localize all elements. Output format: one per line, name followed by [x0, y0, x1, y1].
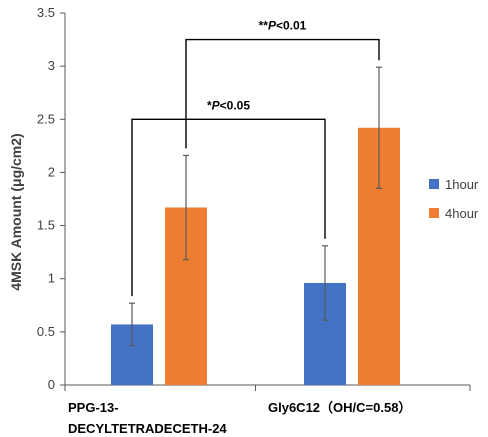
legend-swatch-4hour	[429, 208, 439, 218]
y-tick-label: 0.5	[37, 324, 55, 339]
legend-label: 4hour	[445, 206, 479, 221]
y-tick-label: 1.5	[37, 218, 55, 233]
y-tick-label: 2.5	[37, 111, 55, 126]
category-label: PPG-13-DECYLTETRADECETH-24	[68, 400, 227, 436]
legend: 1hour 4hour	[429, 177, 479, 221]
significance-brackets: *P<0.05 **P<0.01	[131, 19, 380, 297]
category-label: Gly6C12（OH/C=0.58）	[268, 400, 411, 415]
significance-bracket	[185, 38, 380, 149]
bars	[111, 127, 400, 385]
significance-label: *P<0.05	[207, 98, 250, 112]
legend-label: 1hour	[445, 177, 479, 192]
y-tick-label: 3.5	[37, 5, 55, 20]
significance-bracket	[131, 118, 326, 297]
error-bars	[129, 66, 382, 347]
x-axis-categories: PPG-13-DECYLTETRADECETH-24 Gly6C12（OH/C=0…	[68, 400, 411, 436]
legend-swatch-1hour	[429, 179, 439, 189]
y-tick-label: 0	[48, 377, 55, 392]
significance-label: **P<0.01	[259, 19, 307, 33]
y-tick-label: 3	[48, 58, 55, 73]
y-tick-label: 2	[48, 164, 55, 179]
y-axis: 0 0.5 1 1.5 2 2.5 3 3.5	[37, 5, 471, 392]
y-tick-label: 1	[48, 271, 55, 286]
y-axis-label: 4MSK Amount (μg/cm2)	[8, 133, 24, 290]
